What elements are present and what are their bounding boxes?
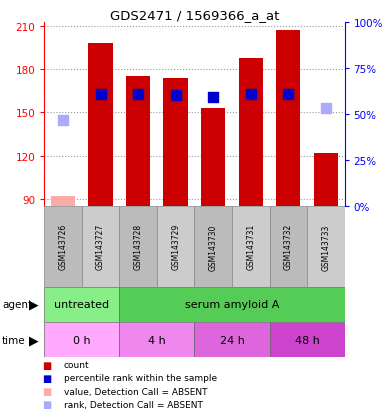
Text: 48 h: 48 h — [295, 335, 320, 345]
Point — [135, 91, 141, 98]
Bar — [119, 287, 345, 322]
Bar — [276, 31, 300, 206]
Text: 0 h: 0 h — [73, 335, 90, 345]
Title: GDS2471 / 1569366_a_at: GDS2471 / 1569366_a_at — [110, 9, 279, 21]
Bar — [82, 206, 119, 287]
Bar — [194, 206, 232, 287]
Text: GSM143729: GSM143729 — [171, 224, 180, 270]
Bar — [270, 206, 307, 287]
Bar — [126, 77, 150, 206]
Point — [285, 91, 291, 98]
Bar — [44, 287, 119, 322]
Point — [97, 91, 104, 98]
Bar — [314, 153, 338, 206]
Text: serum amyloid A: serum amyloid A — [185, 299, 279, 310]
Text: untreated: untreated — [54, 299, 109, 310]
Point — [60, 117, 66, 123]
Text: agent: agent — [2, 299, 32, 310]
Text: rank, Detection Call = ABSENT: rank, Detection Call = ABSENT — [64, 400, 203, 409]
Text: GSM143727: GSM143727 — [96, 224, 105, 270]
Text: GSM143732: GSM143732 — [284, 224, 293, 270]
Bar — [89, 44, 113, 206]
Point — [210, 94, 216, 101]
Bar — [307, 206, 345, 287]
Bar — [201, 109, 225, 206]
Point — [248, 91, 254, 98]
Text: ■: ■ — [42, 386, 52, 396]
Bar — [44, 206, 82, 287]
Bar — [44, 322, 119, 357]
Text: 4 h: 4 h — [148, 335, 166, 345]
Text: GSM143731: GSM143731 — [246, 224, 255, 270]
Text: ▶: ▶ — [29, 333, 38, 346]
Text: ■: ■ — [42, 399, 52, 409]
Text: count: count — [64, 360, 89, 369]
Point — [172, 93, 179, 99]
Bar — [194, 322, 270, 357]
Bar — [119, 206, 157, 287]
Text: GSM143733: GSM143733 — [321, 223, 330, 270]
Point — [323, 106, 329, 112]
Bar — [239, 59, 263, 206]
Bar — [157, 206, 194, 287]
Text: time: time — [2, 335, 25, 345]
Bar — [119, 322, 194, 357]
Text: percentile rank within the sample: percentile rank within the sample — [64, 373, 217, 382]
Text: GSM143728: GSM143728 — [134, 224, 142, 270]
Text: ■: ■ — [42, 360, 52, 370]
Bar — [270, 322, 345, 357]
Bar — [164, 79, 188, 206]
Text: ▶: ▶ — [29, 298, 38, 311]
Bar — [232, 206, 270, 287]
Text: ■: ■ — [42, 373, 52, 383]
Text: GSM143726: GSM143726 — [59, 224, 67, 270]
Text: value, Detection Call = ABSENT: value, Detection Call = ABSENT — [64, 387, 207, 396]
Text: 24 h: 24 h — [219, 335, 244, 345]
Bar — [51, 197, 75, 206]
Text: GSM143730: GSM143730 — [209, 223, 218, 270]
